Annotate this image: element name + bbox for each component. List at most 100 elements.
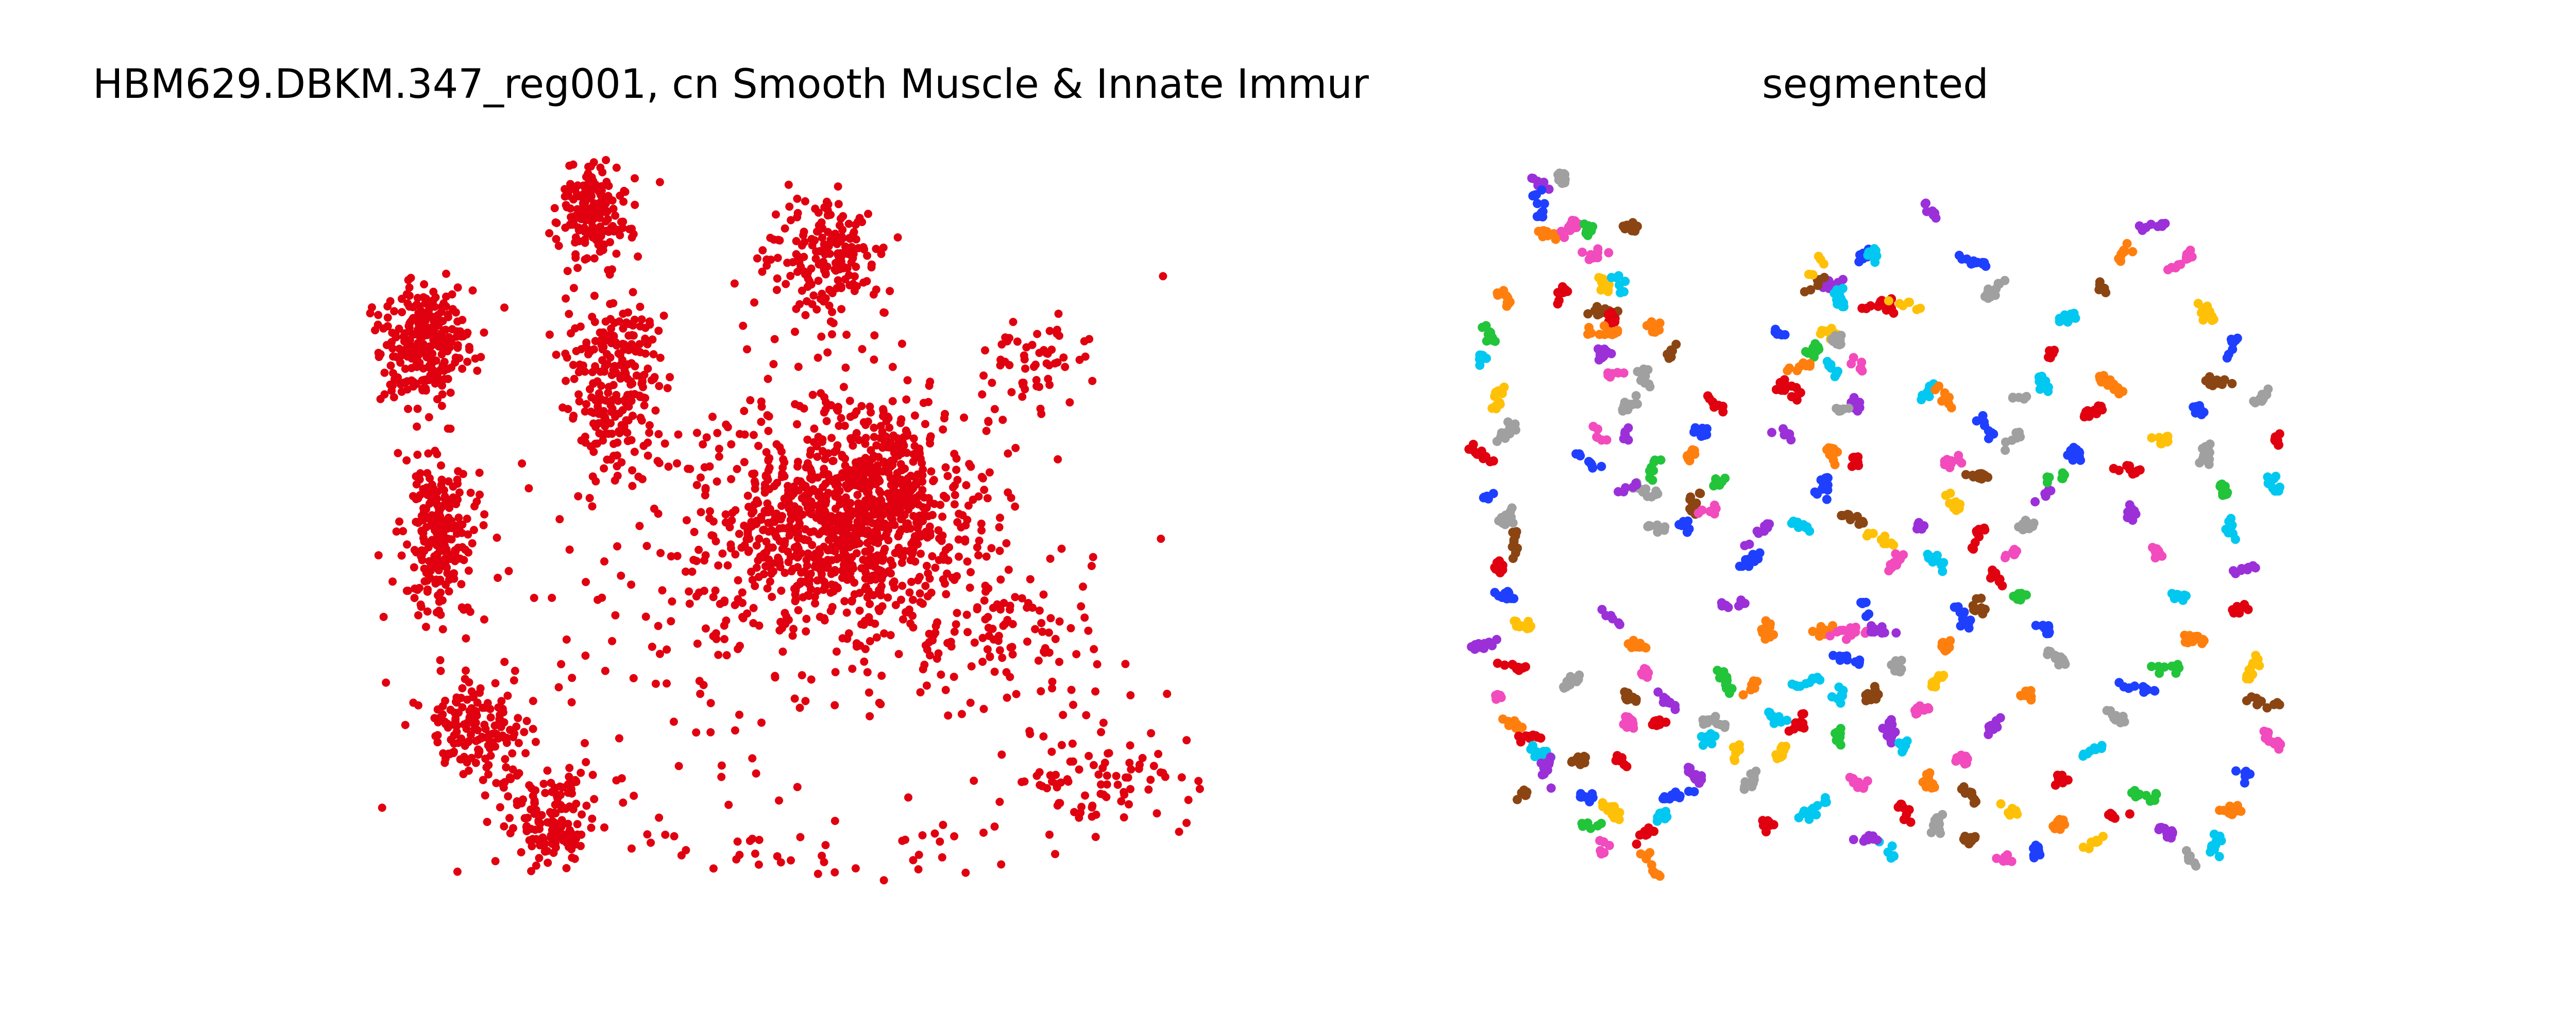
scatter-point: [789, 625, 798, 633]
scatter-point: [520, 728, 529, 736]
scatter-point: [1144, 785, 1153, 794]
scatter-point: [888, 397, 897, 405]
segment-point: [1503, 716, 1513, 726]
scatter-point: [631, 200, 639, 209]
scatter-point: [966, 698, 975, 707]
scatter-point: [573, 181, 582, 190]
scatter-point: [740, 458, 749, 467]
scatter-point: [431, 332, 439, 340]
segment-cluster: [1513, 785, 1532, 804]
scatter-point: [590, 199, 598, 208]
scatter-point: [663, 384, 672, 392]
scatter-point: [767, 559, 775, 568]
segment-cluster: [2079, 401, 2107, 422]
scatter-point: [1047, 346, 1056, 354]
scatter-point: [595, 186, 604, 195]
segment-point: [1613, 325, 1622, 335]
segment-cluster: [1937, 636, 1955, 656]
scatter-point: [554, 833, 563, 842]
scatter-point: [826, 211, 835, 219]
scatter-point: [588, 502, 597, 511]
scatter-point: [1037, 687, 1045, 696]
scatter-point: [468, 707, 477, 715]
scatter-point: [720, 621, 728, 630]
scatter-point: [453, 722, 461, 730]
segment-cluster: [1628, 478, 1663, 502]
scatter-point: [643, 364, 652, 373]
scatter-point: [1117, 797, 1126, 805]
scatter-point: [436, 656, 445, 664]
scatter-point: [397, 387, 406, 396]
scatter-point: [880, 570, 889, 578]
segment-point: [1609, 802, 1619, 812]
segment-point: [1660, 794, 1670, 803]
segment-cluster: [2095, 371, 2128, 399]
scatter-point: [412, 548, 420, 557]
segment-point: [1961, 470, 1971, 479]
scatter-point: [804, 549, 812, 558]
scatter-point: [1134, 764, 1143, 773]
scatter-point: [820, 465, 828, 473]
scatter-point: [589, 177, 598, 185]
scatter-point: [440, 375, 449, 383]
segment-point: [1711, 474, 1721, 484]
segment-cluster: [1491, 690, 1506, 704]
scatter-point: [494, 574, 502, 582]
scatter-point: [939, 425, 947, 434]
scatter-point: [967, 568, 975, 576]
scatter-point: [601, 666, 609, 675]
scatter-point: [866, 712, 874, 720]
segment-point: [1846, 630, 1856, 640]
scatter-point: [931, 563, 940, 572]
scatter-point: [567, 828, 575, 837]
segment-point: [1836, 740, 1845, 750]
scatter-point: [951, 491, 959, 500]
scatter-point: [491, 679, 500, 688]
segment-point: [1755, 548, 1765, 558]
segment-point: [2135, 465, 2145, 475]
scatter-point: [837, 305, 846, 314]
scatter-point: [435, 597, 444, 606]
scatter-point: [965, 583, 974, 592]
segment-point: [2173, 660, 2182, 670]
scatter-point: [386, 297, 395, 305]
scatter-point: [1099, 718, 1108, 727]
segment-point: [1578, 247, 1587, 257]
scatter-point: [424, 449, 433, 458]
scatter-point: [611, 211, 620, 220]
scatter-point: [438, 710, 447, 719]
scatter-point: [784, 490, 792, 499]
segment-cluster: [1884, 549, 1908, 576]
scatter-point: [826, 317, 835, 326]
segment-point: [1928, 677, 1938, 686]
scatter-point: [827, 546, 836, 554]
scatter-point: [861, 574, 870, 583]
scatter-point: [1032, 771, 1041, 780]
scatter-point: [909, 457, 918, 466]
scatter-point: [743, 491, 752, 500]
scatter-point: [688, 568, 697, 576]
scatter-point: [828, 289, 837, 298]
scatter-point: [795, 300, 804, 308]
scatter-point: [862, 557, 871, 565]
scatter-point: [655, 649, 664, 658]
scatter-point: [885, 423, 894, 432]
scatter-point: [857, 402, 866, 410]
scatter-point: [527, 867, 535, 876]
scatter-point: [598, 356, 606, 365]
segment-point: [1533, 199, 1542, 209]
scatter-point: [732, 855, 741, 864]
scatter-point: [593, 439, 601, 448]
scatter-point: [870, 331, 879, 340]
segment-cluster: [1683, 445, 1700, 466]
scatter-point: [919, 465, 927, 474]
scatter-point: [1127, 765, 1136, 774]
scatter-point: [620, 345, 629, 354]
scatter-point: [634, 252, 642, 261]
scatter-point: [1100, 759, 1109, 767]
segment-point: [1651, 456, 1660, 466]
scatter-point: [491, 857, 500, 866]
scatter-point: [818, 504, 826, 512]
scatter-point: [720, 598, 728, 607]
scatter-point: [573, 205, 582, 214]
